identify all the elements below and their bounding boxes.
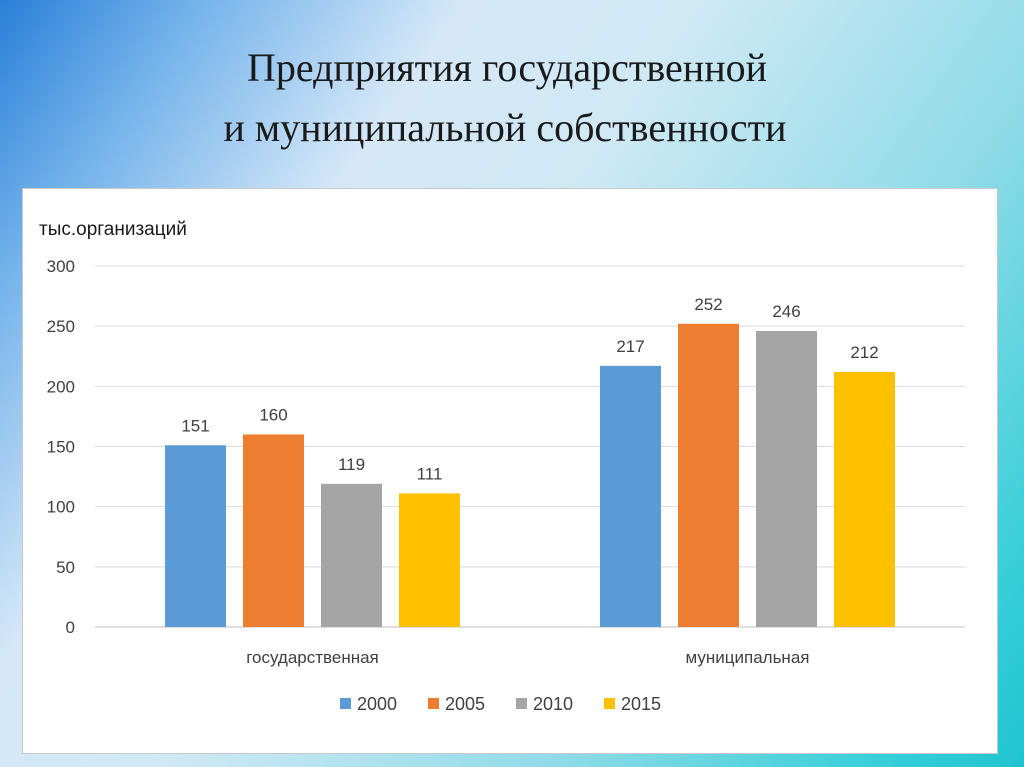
data-label: 217	[616, 337, 644, 356]
legend-swatch-2005	[428, 698, 439, 709]
x-category-label: государственная	[246, 648, 379, 667]
data-label: 119	[338, 455, 365, 474]
bar-2005-1	[243, 434, 304, 627]
data-label: 252	[694, 295, 722, 314]
y-tick-label: 150	[47, 438, 75, 457]
bar-2010-1	[321, 483, 382, 627]
bar-2015-1	[399, 493, 460, 627]
legend-swatch-2000	[340, 698, 351, 709]
bar-2005-2	[678, 323, 739, 627]
data-label: 151	[181, 416, 209, 435]
slide-title-line-2: и муниципальной собственности	[223, 105, 787, 150]
legend-label: 2005	[445, 694, 485, 714]
data-label: 111	[417, 464, 443, 483]
bar-2010-2	[756, 330, 817, 627]
slide-title: Предприятия государственной и муниципаль…	[0, 38, 1024, 158]
bar-2015-2	[834, 371, 895, 627]
gridlines	[95, 265, 965, 628]
x-category-label: муниципальная	[686, 648, 810, 667]
legend: 2000 2005 2010 2015	[340, 694, 661, 714]
x-axis-labels: государственная муниципальная	[246, 648, 809, 667]
legend-label: 2010	[533, 694, 573, 714]
y-tick-label: 300	[47, 257, 75, 276]
y-axis-label: тыс.организаций	[39, 219, 187, 240]
legend-swatch-2015	[604, 698, 615, 709]
y-tick-label: 100	[47, 498, 75, 517]
y-tick-label: 0	[66, 618, 75, 637]
bar-2000-1	[165, 445, 226, 627]
chart-card: тыс.организаций 0 50 100 150 200 250 300 151 16…	[22, 188, 998, 754]
slide-title-line-1: Предприятия государственной	[246, 45, 768, 90]
legend-label: 2000	[357, 694, 397, 714]
y-tick-label: 50	[56, 558, 75, 577]
bar-chart: тыс.организаций 0 50 100 150 200 250 300 151 16…	[39, 219, 965, 714]
legend-label: 2015	[621, 694, 661, 714]
y-tick-label: 200	[47, 377, 75, 396]
data-label: 160	[259, 405, 287, 424]
y-axis-ticks: 0 50 100 150 200 250 300	[47, 257, 75, 637]
bar-2000-2	[600, 365, 661, 627]
y-tick-label: 250	[47, 317, 75, 336]
bars: 151 160 119 111 217 252 246 212	[165, 295, 895, 627]
data-label: 246	[772, 302, 800, 321]
data-label: 212	[850, 343, 878, 362]
legend-swatch-2010	[516, 698, 527, 709]
